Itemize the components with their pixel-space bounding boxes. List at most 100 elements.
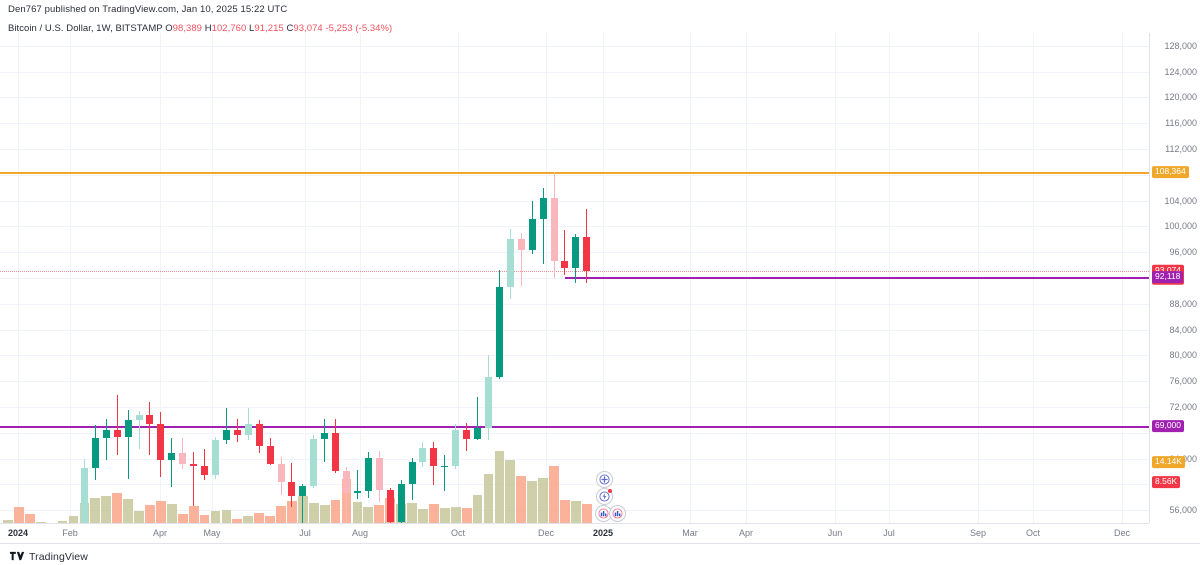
price-scale[interactable]: 128,000 124,000 120,000 116,000 112,000 104,0…: [1149, 33, 1200, 523]
chart-bars-icon: [598, 508, 609, 519]
candlestick-wick: [324, 419, 326, 463]
candlestick-body: [484, 377, 492, 428]
candlestick-wick: [105, 419, 107, 460]
volume-bar: [516, 476, 527, 523]
candlestick-body: [91, 437, 99, 469]
price-axis-tick: 128,000: [1164, 40, 1197, 51]
candlestick-wick: [477, 396, 479, 441]
price-badge-value: 8.56K: [1155, 476, 1178, 487]
support-price-badge[interactable]: 69,000: [1152, 420, 1184, 433]
time-axis-tick: Feb: [62, 528, 78, 538]
time-axis-tick: Oct: [450, 528, 466, 538]
price-badge-value: 93,074: [1155, 264, 1181, 275]
candlestick-body: [539, 198, 547, 219]
volume-badge-lower[interactable]: 8.56K: [1152, 476, 1181, 489]
candlestick-wick: [149, 402, 151, 456]
candlestick-body: [135, 415, 143, 421]
grid-line-vertical: [212, 33, 213, 523]
candlestick-body: [299, 486, 307, 496]
grid-line-horizontal: [0, 303, 1149, 305]
candlestick-body: [102, 430, 110, 438]
time-scale[interactable]: 2024 Feb Apr May Jul Aug Oct Dec 2025 Mar Apr Jun Ju…: [0, 523, 1149, 543]
candlestick-body: [408, 462, 416, 485]
volume-bar: [265, 515, 275, 523]
volume-bar: [155, 501, 166, 523]
candlestick-wick: [204, 448, 206, 481]
candlestick-body: [222, 429, 230, 440]
ohlc-low-value: 91,215: [254, 23, 284, 34]
price-badge-value: 108,364: [1155, 166, 1186, 177]
volume-bar: [134, 510, 144, 523]
chart-bars-icon: [612, 508, 623, 519]
time-axis-tick: Apr: [738, 528, 754, 538]
time-axis-tick: Sep: [969, 528, 987, 538]
volume-bar: [418, 508, 428, 523]
resistance-price-badge[interactable]: 108,364: [1152, 166, 1189, 179]
price-axis-tick: 72,000: [1169, 401, 1197, 412]
volume-bar: [570, 501, 581, 523]
volume-bar: [461, 507, 472, 523]
candlestick-body: [343, 471, 351, 493]
grid-line-horizontal: [0, 45, 1149, 47]
ohlc-open-value: 98,389: [172, 23, 203, 34]
study-horizontal-line[interactable]: [0, 426, 1149, 429]
candlestick-body: [266, 445, 274, 464]
candlestick-body: [561, 260, 569, 269]
candlestick-wick: [225, 407, 227, 445]
grid-line-horizontal: [0, 458, 1149, 460]
grid-line-vertical: [160, 33, 161, 523]
candlestick-body: [375, 457, 383, 491]
symbol-description[interactable]: Bitcoin / U.S. Dollar, 1W, BITSTAMP: [8, 23, 163, 34]
candlestick-body: [211, 439, 219, 476]
candlestick-body: [572, 236, 580, 269]
footer-bar: TradingView: [0, 543, 1200, 565]
price-axis-tick: 116,000: [1165, 118, 1197, 129]
price-badge-value: 69,000: [1155, 420, 1181, 431]
volume-bar: [254, 512, 265, 523]
volume-bar: [450, 506, 461, 523]
time-axis-tick: 2024: [7, 528, 29, 538]
volume-bar: [538, 478, 548, 523]
volume-bar: [14, 506, 24, 523]
study-horizontal-line[interactable]: [0, 271, 1149, 273]
candlestick-body: [179, 452, 187, 465]
chart-plot-area[interactable]: [0, 33, 1149, 523]
candlestick-wick: [356, 470, 358, 500]
candlestick-body: [528, 218, 536, 250]
grid-line-horizontal: [0, 381, 1149, 383]
add-alert-button[interactable]: [596, 471, 613, 488]
quick-trade-button[interactable]: [596, 488, 613, 505]
level-price-badge[interactable]: 92,118: [1152, 271, 1184, 284]
time-axis-tick: Jul: [883, 528, 895, 538]
study-horizontal-line[interactable]: [565, 277, 1149, 280]
candlestick-wick: [247, 407, 249, 440]
volume-bar: [308, 503, 319, 523]
compare-right-button[interactable]: [609, 505, 626, 522]
tradingview-wordmark: TradingView: [29, 551, 88, 563]
volume-bar: [352, 502, 363, 523]
candlestick-wick: [564, 229, 566, 275]
candlestick-body: [146, 415, 154, 424]
volume-bar: [319, 504, 330, 523]
candlestick-body: [190, 464, 198, 466]
grid-line-vertical: [458, 33, 459, 523]
volume-badge-upper[interactable]: 14.14K: [1152, 456, 1185, 469]
candlestick-body: [113, 430, 121, 438]
grid-line-horizontal: [0, 406, 1149, 408]
price-axis-tick: 88,000: [1169, 298, 1197, 309]
volume-bar: [35, 522, 46, 523]
candlestick-body: [310, 438, 318, 487]
price-axis-tick: 104,000: [1164, 195, 1197, 206]
candlestick-wick: [171, 437, 173, 487]
ohlc-close-value: 93,074: [293, 23, 323, 34]
volume-bar: [472, 495, 483, 523]
tradingview-logo[interactable]: TradingView: [10, 548, 88, 565]
grid-line-horizontal: [0, 174, 1149, 176]
candlestick-body: [201, 465, 209, 476]
candlestick-body: [419, 447, 427, 463]
volume-bar: [494, 451, 505, 523]
candlestick-body: [386, 490, 394, 523]
candlestick-body: [277, 463, 285, 483]
study-horizontal-line[interactable]: [0, 172, 1149, 175]
volume-bar: [560, 499, 570, 523]
